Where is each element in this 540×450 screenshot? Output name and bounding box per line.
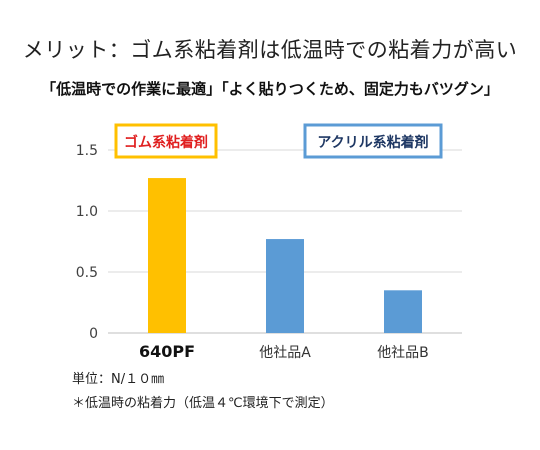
chart-subtitle: 「低温時での作業に最適」「よく貼りつくため、固定力もバツグン」 bbox=[41, 80, 499, 98]
legend-box bbox=[303, 123, 443, 159]
y-tick-label: 1.5 bbox=[76, 143, 98, 159]
legend-label: ゴム系粘着剤 bbox=[124, 134, 208, 151]
x-tick-label: 他社品A bbox=[259, 345, 311, 361]
y-tick-label: 0 bbox=[89, 326, 98, 342]
x-tick-label: 640PF bbox=[139, 342, 195, 361]
unit-note: 単位：N/１０㎜ bbox=[72, 372, 165, 387]
legend-label: アクリル系粘着剤 bbox=[317, 134, 428, 151]
y-tick-label: 0.5 bbox=[76, 265, 98, 281]
x-tick-label: 他社品B bbox=[377, 345, 429, 361]
legend-box bbox=[114, 123, 218, 159]
bar bbox=[384, 290, 422, 333]
measurement-note: ＊低温時の粘着力（低温４℃環境下で測定） bbox=[72, 396, 334, 411]
bar bbox=[148, 178, 186, 333]
y-tick-label: 1.0 bbox=[76, 204, 98, 220]
chart-title: メリット：ゴム系粘着剤は低温時での粘着力が高い bbox=[22, 38, 518, 62]
bar bbox=[266, 239, 304, 333]
